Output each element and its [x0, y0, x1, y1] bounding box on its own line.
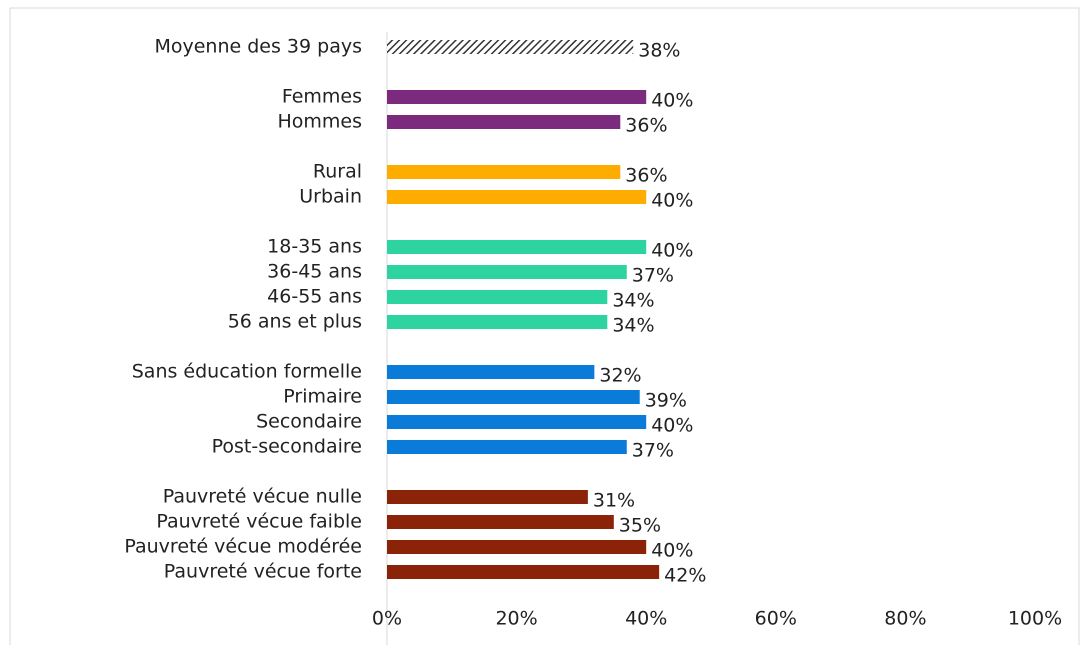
value-label: 40% [651, 540, 693, 562]
value-label: 40% [651, 190, 693, 212]
x-tick-label: 60% [755, 608, 797, 630]
bar [387, 315, 608, 329]
value-label: 31% [593, 490, 635, 512]
bar [387, 390, 640, 404]
y-tick-label: 56 ans et plus [228, 311, 362, 333]
y-tick-label: Pauvreté vécue modérée [124, 536, 362, 558]
value-label: 39% [645, 390, 687, 412]
y-tick-label: Rural [313, 161, 362, 183]
value-label: 36% [625, 115, 667, 137]
bar [387, 240, 647, 254]
value-label: 37% [632, 265, 674, 287]
value-label: 40% [651, 415, 693, 437]
bar [387, 90, 647, 104]
y-tick-label: Primaire [283, 386, 362, 408]
y-tick-label: 46-55 ans [267, 286, 362, 308]
y-tick-label: Post-secondaire [212, 436, 362, 458]
bar [387, 440, 627, 454]
bar [387, 165, 621, 179]
value-label: 42% [664, 565, 706, 587]
y-tick-label: Urbain [299, 186, 362, 208]
chart-border [9, 7, 1080, 645]
value-label: 38% [638, 40, 680, 62]
bar [387, 290, 608, 304]
y-tick-label: Hommes [277, 111, 362, 133]
value-label: 36% [625, 165, 667, 187]
bar [387, 190, 647, 204]
bar [387, 565, 660, 579]
y-tick-label: Pauvreté vécue forte [164, 561, 362, 583]
x-tick-label: 80% [884, 608, 926, 630]
bar [387, 40, 634, 54]
value-label: 35% [619, 515, 661, 537]
y-tick-label: Secondaire [256, 411, 362, 433]
x-tick-label: 100% [1008, 608, 1062, 630]
bar [387, 490, 588, 504]
y-tick-label: Pauvreté vécue nulle [163, 486, 362, 508]
value-label: 34% [612, 290, 654, 312]
value-label: 34% [612, 315, 654, 337]
y-tick-label: 36-45 ans [267, 261, 362, 283]
y-tick-label: Sans éducation formelle [132, 361, 362, 383]
value-label: 40% [651, 240, 693, 262]
bar [387, 115, 621, 129]
x-tick-label: 40% [625, 608, 667, 630]
x-tick-label: 0% [372, 608, 402, 630]
bar [387, 415, 647, 429]
bar [387, 515, 614, 529]
value-label: 37% [632, 440, 674, 462]
value-label: 40% [651, 90, 693, 112]
bar [387, 265, 627, 279]
value-label: 32% [599, 365, 641, 387]
y-tick-label: Pauvreté vécue faible [156, 511, 362, 533]
bar [387, 540, 647, 554]
y-tick-label: 18-35 ans [267, 236, 362, 258]
bar [387, 365, 595, 379]
y-tick-label: Moyenne des 39 pays [154, 36, 362, 58]
x-tick-label: 20% [495, 608, 537, 630]
y-tick-label: Femmes [282, 86, 362, 108]
